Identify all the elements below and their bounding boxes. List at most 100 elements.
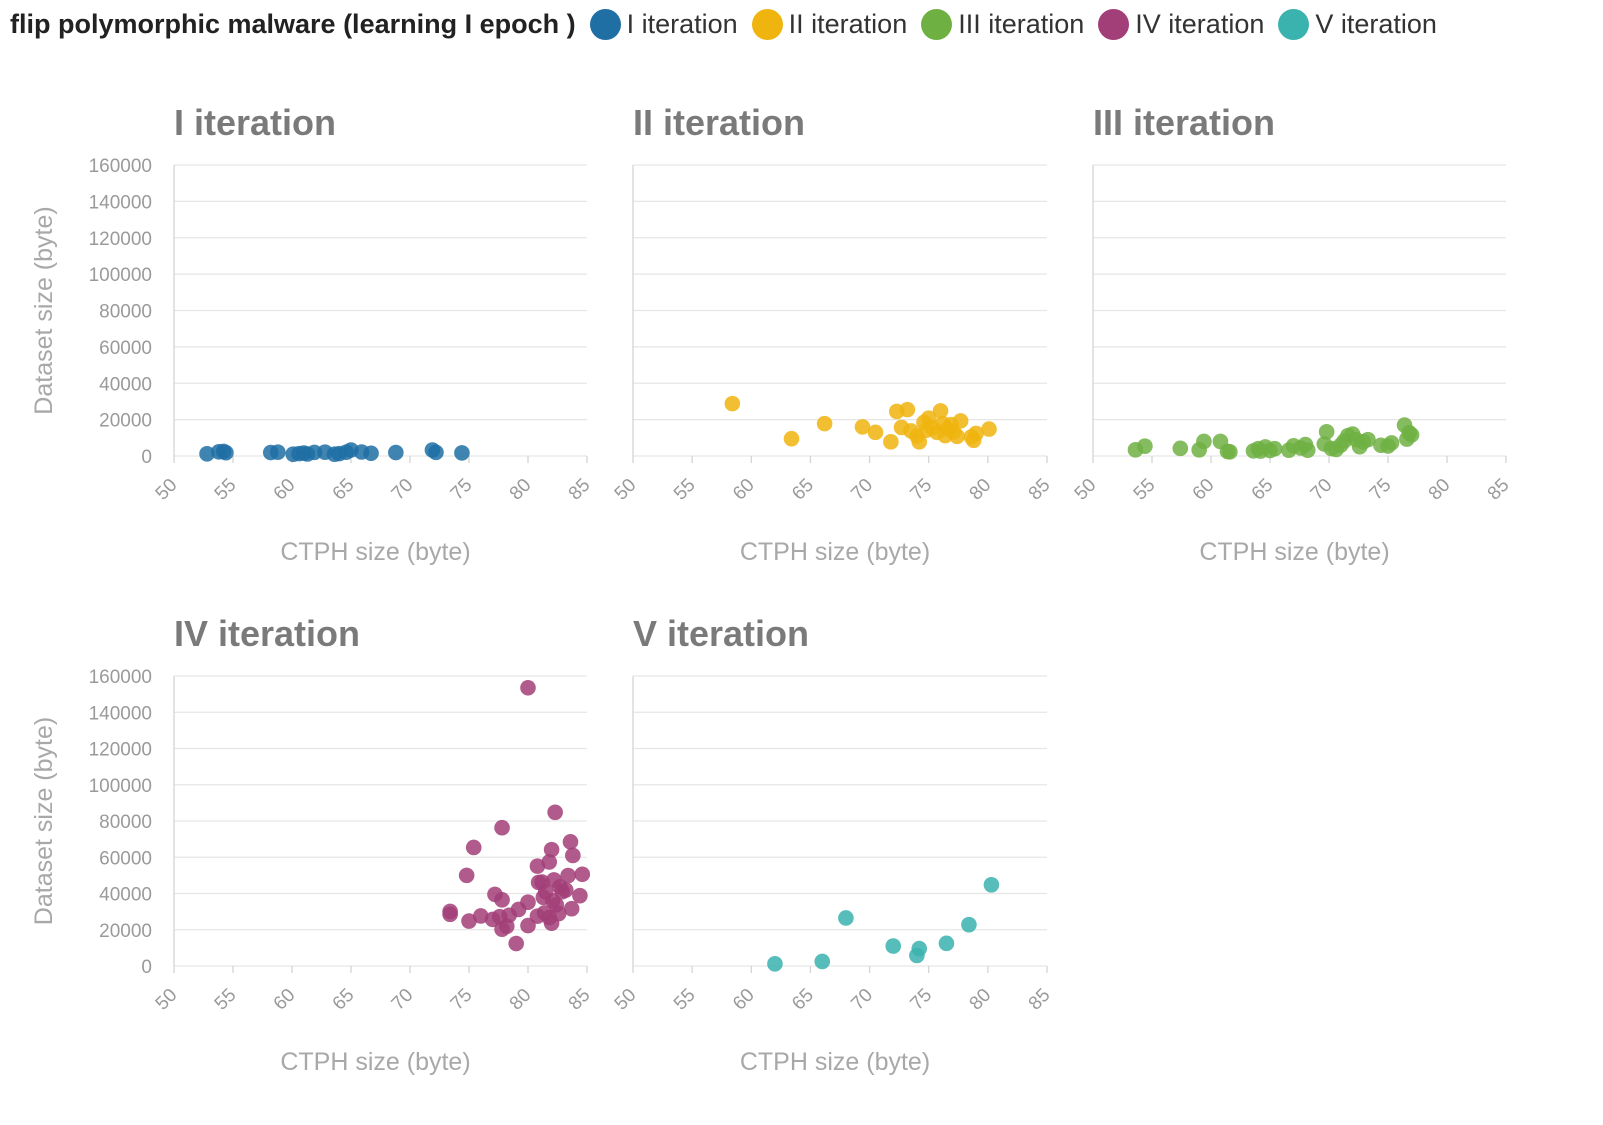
data-point[interactable] [458, 867, 475, 884]
y-axis-title: Dataset size (byte) [30, 206, 58, 414]
data-point[interactable] [932, 403, 949, 419]
x-tick-label: 65 [329, 475, 359, 505]
y-tick-label: 40000 [99, 374, 152, 395]
data-point[interactable] [543, 841, 560, 858]
x-tick-label: 75 [906, 985, 936, 1015]
data-point[interactable] [494, 892, 510, 908]
data-point[interactable] [968, 425, 984, 442]
data-point[interactable] [1222, 444, 1238, 460]
x-tick-label: 60 [270, 985, 300, 1015]
x-tick-label: 50 [1071, 475, 1101, 505]
data-point[interactable] [543, 915, 560, 932]
data-point[interactable] [1266, 440, 1283, 457]
data-point[interactable] [816, 415, 833, 432]
data-point[interactable] [1360, 431, 1376, 448]
y-tick-label: 100000 [89, 776, 152, 797]
panel-title: V iteration [633, 613, 809, 654]
data-point[interactable] [529, 908, 546, 924]
x-tick-label: 55 [670, 985, 700, 1015]
data-point[interactable] [814, 953, 831, 970]
data-point[interactable] [1137, 438, 1153, 454]
y-tick-label: 160000 [89, 156, 152, 177]
data-point[interactable] [838, 910, 854, 926]
data-point[interactable] [572, 887, 588, 904]
data-point[interactable] [574, 866, 591, 883]
data-point[interactable] [938, 935, 955, 952]
data-point[interactable] [767, 956, 783, 972]
data-point[interactable] [911, 940, 928, 957]
x-tick-label: 55 [211, 985, 241, 1015]
data-point[interactable] [961, 916, 977, 933]
data-point[interactable] [562, 834, 579, 850]
x-tick-label: 75 [906, 475, 936, 505]
legend-label: III iteration [958, 8, 1085, 39]
data-point[interactable] [442, 906, 458, 923]
y-tick-label: 140000 [89, 703, 152, 724]
y-tick-label: 120000 [89, 229, 152, 250]
legend-item-iv[interactable]: IV iteration [1098, 8, 1264, 40]
data-point[interactable] [465, 839, 482, 856]
y-tick-label: 120000 [89, 740, 152, 761]
data-point[interactable] [952, 413, 969, 429]
data-point[interactable] [563, 900, 580, 917]
legend-marker-icon [751, 8, 783, 40]
data-point[interactable] [363, 445, 379, 462]
x-tick-label: 70 [847, 985, 877, 1015]
data-point[interactable] [388, 444, 404, 461]
data-point[interactable] [981, 421, 997, 437]
data-point[interactable] [454, 445, 470, 461]
legend-label: I iteration [626, 8, 738, 39]
data-point[interactable] [218, 444, 234, 461]
data-point[interactable] [1383, 435, 1400, 451]
data-point[interactable] [1403, 427, 1420, 443]
legend-item-iii[interactable]: III iteration [921, 8, 1085, 40]
data-point[interactable] [949, 428, 965, 445]
x-tick-label: 80 [966, 985, 996, 1015]
data-point[interactable] [547, 804, 563, 821]
data-point[interactable] [520, 679, 536, 696]
y-tick-label: 100000 [89, 265, 152, 286]
data-point[interactable] [983, 877, 1000, 893]
data-point[interactable] [541, 854, 558, 870]
data-point[interactable] [854, 419, 871, 435]
data-point[interactable] [911, 434, 928, 450]
data-point[interactable] [1318, 424, 1335, 440]
data-point[interactable] [520, 917, 536, 934]
x-tick-label: 85 [1484, 475, 1514, 505]
y-tick-label: 160000 [89, 667, 152, 688]
figure-title: flip polymorphic malware (learning I epo… [10, 8, 576, 39]
data-point[interactable] [899, 401, 916, 418]
data-point[interactable] [199, 446, 215, 462]
y-tick-label: 20000 [99, 411, 152, 432]
legend-label: II iteration [788, 8, 908, 39]
y-tick-label: 60000 [99, 848, 152, 869]
data-point[interactable] [1172, 440, 1189, 457]
data-point[interactable] [557, 882, 574, 898]
data-point[interactable] [494, 819, 510, 836]
legend-item-v[interactable]: V iteration [1278, 8, 1437, 40]
data-point[interactable] [461, 913, 477, 929]
scatter-panel: III iteration 50 55 60 65 70 75 80 85 CTPH size (… [1071, 102, 1514, 566]
data-point[interactable] [494, 921, 510, 938]
y-tick-label: 0 [141, 447, 152, 468]
data-point[interactable] [565, 847, 581, 864]
data-point[interactable] [783, 430, 800, 447]
y-tick-label: 0 [141, 957, 152, 978]
data-point[interactable] [529, 858, 546, 874]
data-point[interactable] [885, 938, 902, 954]
data-point[interactable] [270, 444, 286, 460]
data-point[interactable] [508, 935, 524, 952]
data-point[interactable] [428, 444, 444, 461]
data-point[interactable] [1196, 433, 1212, 450]
data-point[interactable] [560, 867, 576, 884]
data-point[interactable] [867, 424, 884, 441]
panel-title: I iteration [174, 102, 336, 143]
data-point[interactable] [1299, 442, 1316, 458]
x-tick-label: 70 [847, 475, 877, 505]
panel-title: II iteration [633, 102, 805, 143]
data-point[interactable] [473, 908, 489, 924]
data-point[interactable] [883, 434, 899, 450]
legend-item-ii[interactable]: II iteration [751, 8, 908, 40]
legend-item-i[interactable]: I iteration [589, 8, 738, 40]
data-point[interactable] [724, 395, 741, 412]
